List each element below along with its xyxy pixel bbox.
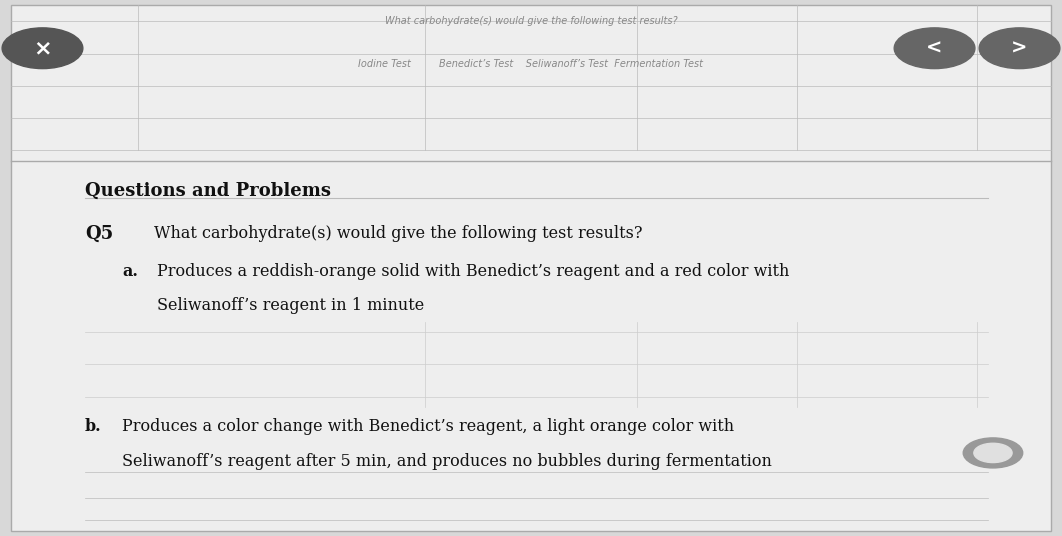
Text: >: > <box>1011 39 1028 58</box>
Circle shape <box>2 28 83 69</box>
Text: <: < <box>926 39 943 58</box>
Text: Questions and Problems: Questions and Problems <box>85 182 331 200</box>
Text: Seliwanoff’s reagent in 1 minute: Seliwanoff’s reagent in 1 minute <box>157 297 425 315</box>
FancyBboxPatch shape <box>11 5 1051 531</box>
Circle shape <box>894 28 975 69</box>
Text: What carbohydrate(s) would give the following test results?: What carbohydrate(s) would give the foll… <box>154 225 643 242</box>
Text: Iodine Test         Benedict’s Test    Seliwanoff’s Test  Fermentation Test: Iodine Test Benedict’s Test Seliwanoff’s… <box>359 59 703 69</box>
Circle shape <box>974 443 1012 463</box>
Circle shape <box>963 438 1023 468</box>
Text: Q5: Q5 <box>85 225 114 243</box>
Text: Produces a color change with Benedict’s reagent, a light orange color with: Produces a color change with Benedict’s … <box>122 418 734 435</box>
Text: Produces a reddish-orange solid with Benedict’s reagent and a red color with: Produces a reddish-orange solid with Ben… <box>157 263 789 280</box>
Text: a.: a. <box>122 263 138 280</box>
Text: b.: b. <box>85 418 102 435</box>
Circle shape <box>979 28 1060 69</box>
Text: ×: × <box>33 38 52 58</box>
Text: What carbohydrate(s) would give the following test results?: What carbohydrate(s) would give the foll… <box>384 16 678 26</box>
Text: Seliwanoff’s reagent after 5 min, and produces no bubbles during fermentation: Seliwanoff’s reagent after 5 min, and pr… <box>122 453 772 470</box>
